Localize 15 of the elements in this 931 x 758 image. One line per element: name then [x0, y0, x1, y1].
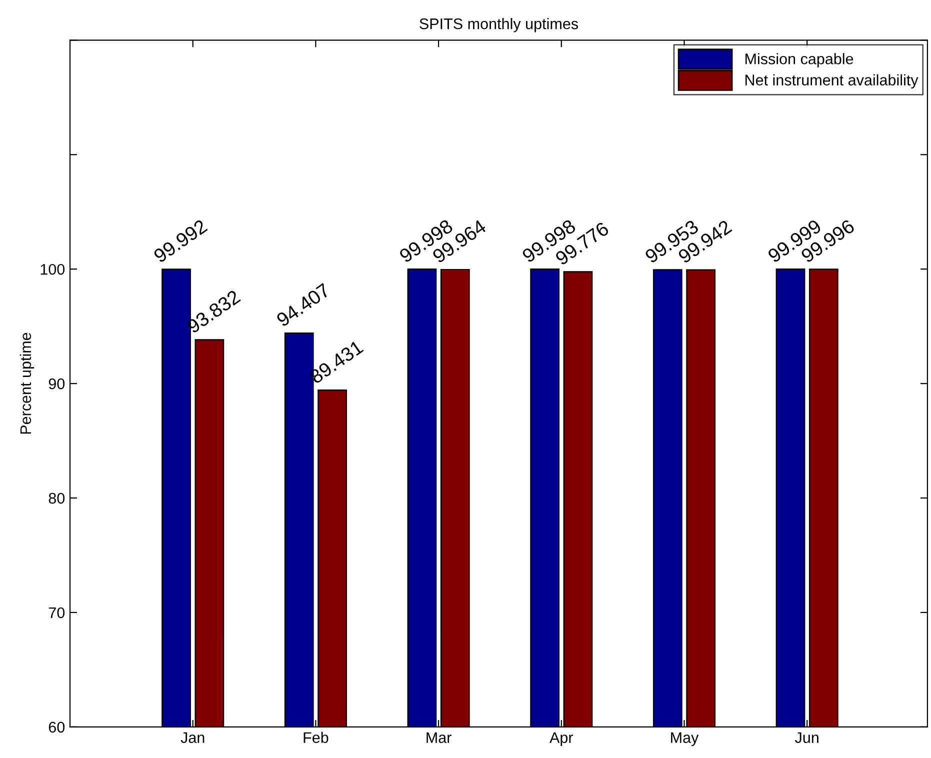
y-tick-label: 90 — [48, 378, 65, 390]
x-tick-label: Apr — [550, 732, 574, 746]
y-axis-title: Percent uptime — [20, 332, 34, 434]
y-tick-label: 70 — [48, 607, 65, 618]
x-tick-label: Mar — [426, 732, 452, 744]
x-tick-label: Feb — [304, 732, 328, 744]
y-tick-label: 100 — [40, 264, 65, 275]
legend-label: Mission capable — [745, 53, 854, 68]
x-tick-label: Jan — [180, 732, 204, 744]
y-tick-label: 80 — [48, 492, 65, 504]
x-tick-label: May — [671, 732, 699, 746]
legend-label: Net instrument availability — [745, 74, 918, 88]
chart-title: SPITS monthly uptimes — [420, 18, 578, 32]
y-tick-label: 60 — [48, 722, 65, 733]
x-tick-label: Jun — [795, 732, 818, 744]
